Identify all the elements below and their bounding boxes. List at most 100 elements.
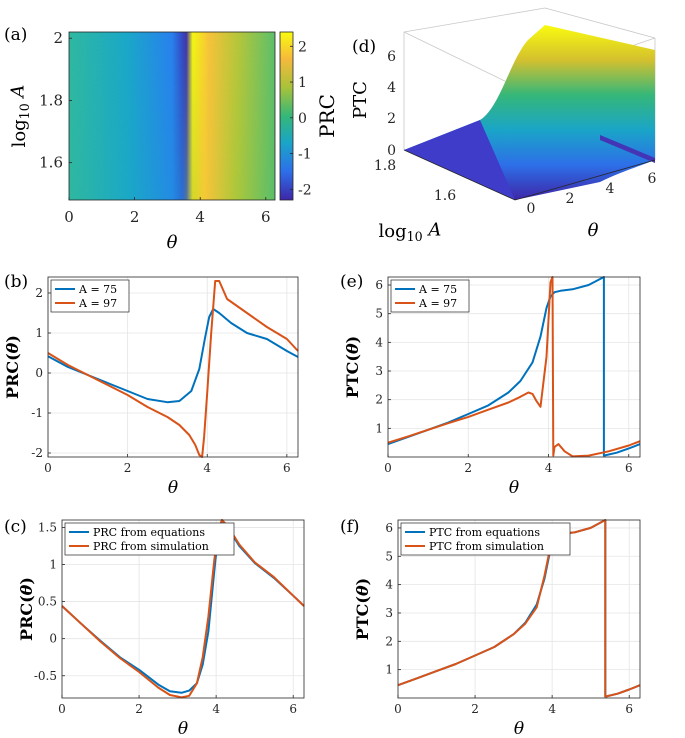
box-front-edges bbox=[403, 149, 656, 201]
y-axis-label: log10 A bbox=[379, 219, 442, 243]
legend-box bbox=[64, 522, 235, 556]
legend-box bbox=[390, 279, 470, 313]
surface bbox=[404, 25, 655, 200]
y-tick-label: 5 bbox=[375, 307, 383, 321]
y-tick-label: -2 bbox=[31, 446, 43, 460]
legend-box bbox=[400, 522, 571, 556]
y-axis-label: PRC(θ) bbox=[17, 577, 36, 641]
panel-f: (f) 0 2 4 6 1 2 3 4 5 6 θ PTC(θ) PTC from equationsPT… bbox=[340, 517, 641, 738]
axes-box bbox=[68, 31, 276, 201]
panel-label: (a) bbox=[4, 25, 27, 45]
legend-entry-2: PTC from simulation bbox=[429, 540, 544, 553]
y-tick-label: 0.5 bbox=[38, 595, 57, 609]
y-tick-label: 2 bbox=[385, 634, 393, 648]
x-tick-label: 2 bbox=[464, 461, 472, 475]
x-tick-label: 4 bbox=[203, 461, 211, 475]
legend-box bbox=[50, 279, 130, 313]
y-tick-label: 4 bbox=[385, 578, 393, 592]
panel-label: (b) bbox=[4, 272, 28, 292]
y-tick-label: 3 bbox=[385, 606, 393, 620]
x-tick-label: 0 bbox=[394, 702, 402, 716]
legend: A = 75A = 97 bbox=[50, 279, 130, 313]
heatmap-upper-field bbox=[69, 32, 275, 200]
x-tick-label: 2 bbox=[124, 461, 132, 475]
series-line-2 bbox=[61, 519, 305, 699]
y-tick-label: 0 bbox=[49, 632, 57, 646]
x-tick-label: 6 bbox=[289, 702, 297, 716]
colorbar-tick-label: 1 bbox=[298, 75, 307, 91]
z-tick-label: 6 bbox=[387, 49, 396, 65]
panel-label: (d) bbox=[352, 37, 376, 57]
y-tick-label: 1 bbox=[375, 421, 383, 435]
legend-entry-1: A = 75 bbox=[418, 283, 457, 296]
x-tick-label: 6 bbox=[283, 461, 291, 475]
y-tick-label: 3 bbox=[375, 364, 383, 378]
y-tick-label: 1.8 bbox=[374, 158, 396, 174]
y-tick-label: 2 bbox=[375, 393, 383, 407]
x-axis-label: θ bbox=[167, 232, 178, 253]
axes-box bbox=[397, 519, 641, 699]
legend-entry-2: A = 97 bbox=[78, 297, 117, 310]
x-tick-label: 0 bbox=[527, 201, 536, 217]
y-axis-label: PTC(θ) bbox=[353, 578, 372, 641]
x-tick-label: 0 bbox=[58, 702, 66, 716]
x-tick-label: 4 bbox=[545, 461, 553, 475]
y-tick-label: 1.8 bbox=[39, 91, 63, 109]
x-axis-label: θ bbox=[514, 719, 524, 738]
legend-entry-1: A = 75 bbox=[78, 283, 117, 296]
colorbar bbox=[279, 31, 294, 201]
z-tick-label: 4 bbox=[387, 80, 396, 96]
x-tick-label: 0 bbox=[384, 461, 392, 475]
z-axis-label: PTC bbox=[350, 81, 371, 119]
axes-box bbox=[61, 519, 305, 699]
x-tick-label: 2 bbox=[130, 208, 140, 226]
legend-entry-1: PRC from equations bbox=[93, 526, 205, 539]
z-tick-label: 2 bbox=[387, 111, 396, 127]
colorbar-label: PRC bbox=[315, 94, 339, 138]
panel-b: (b) 0 2 4 6 -2 -1 0 1 2 θ PRC(θ) A = 75A = 97 bbox=[3, 272, 299, 498]
x-tick-label: 2 bbox=[471, 702, 479, 716]
x-tick-label: 0 bbox=[44, 461, 52, 475]
panel-e: (e) 0 2 4 6 1 2 3 4 5 6 θ PTC(θ) A = 75A = 97 bbox=[340, 272, 641, 498]
colorbar-tick-label: -1 bbox=[298, 147, 312, 163]
series-line-1 bbox=[47, 308, 299, 404]
series-line-2 bbox=[47, 280, 299, 458]
y-tick-label: 1 bbox=[35, 326, 43, 340]
y-tick-label: 1 bbox=[385, 663, 393, 677]
x-tick-label: 6 bbox=[648, 171, 657, 187]
axes-box bbox=[47, 276, 299, 458]
panel-d: (d) 0 2 4 6 PTC 1.6 1.8 log10 A 0 2 4 6 θ bbox=[350, 7, 657, 244]
x-axis-label: θ bbox=[178, 719, 188, 738]
y-tick-label: 1.5 bbox=[38, 520, 57, 534]
y-tick-label: 5 bbox=[385, 549, 393, 563]
legend-entry-2: A = 97 bbox=[418, 297, 457, 310]
x-axis-label: θ bbox=[588, 220, 599, 241]
colorbar-tick-label: 0 bbox=[298, 111, 307, 127]
x-tick-label: 6 bbox=[261, 208, 271, 226]
x-tick-label: 6 bbox=[625, 702, 633, 716]
y-tick-label: 0 bbox=[35, 366, 43, 380]
panel-c: (c) 0 2 4 6 -0.5 0 0.5 1 1.5 θ PRC(θ) PRC from equat… bbox=[4, 517, 305, 738]
y-tick-label: 1.6 bbox=[39, 154, 63, 172]
legend-entry-1: PTC from equations bbox=[429, 526, 540, 539]
y-axis-label: PTC(θ) bbox=[343, 336, 362, 399]
series-line-2 bbox=[387, 276, 641, 458]
y-tick-label: 6 bbox=[375, 278, 383, 292]
x-axis-label: θ bbox=[168, 478, 178, 498]
surface-edge-strip bbox=[600, 135, 655, 163]
y-axis-label: PRC(θ) bbox=[3, 335, 22, 399]
z-tick-label: 0 bbox=[387, 143, 396, 159]
panel-label: (c) bbox=[4, 517, 27, 537]
x-tick-label: 0 bbox=[64, 208, 74, 226]
panel-a: (a) 0 2 4 6 1.6 1.8 2 θ log10 A 2 1 0 -1 -2 PRC bbox=[4, 25, 339, 253]
y-tick-label: 1 bbox=[49, 558, 57, 572]
x-tick-label: 2 bbox=[566, 191, 575, 207]
panel-label: (f) bbox=[340, 517, 360, 537]
y-tick-label: 2 bbox=[35, 286, 43, 300]
x-tick-label: 6 bbox=[625, 461, 633, 475]
x-axis-label: θ bbox=[509, 478, 519, 498]
